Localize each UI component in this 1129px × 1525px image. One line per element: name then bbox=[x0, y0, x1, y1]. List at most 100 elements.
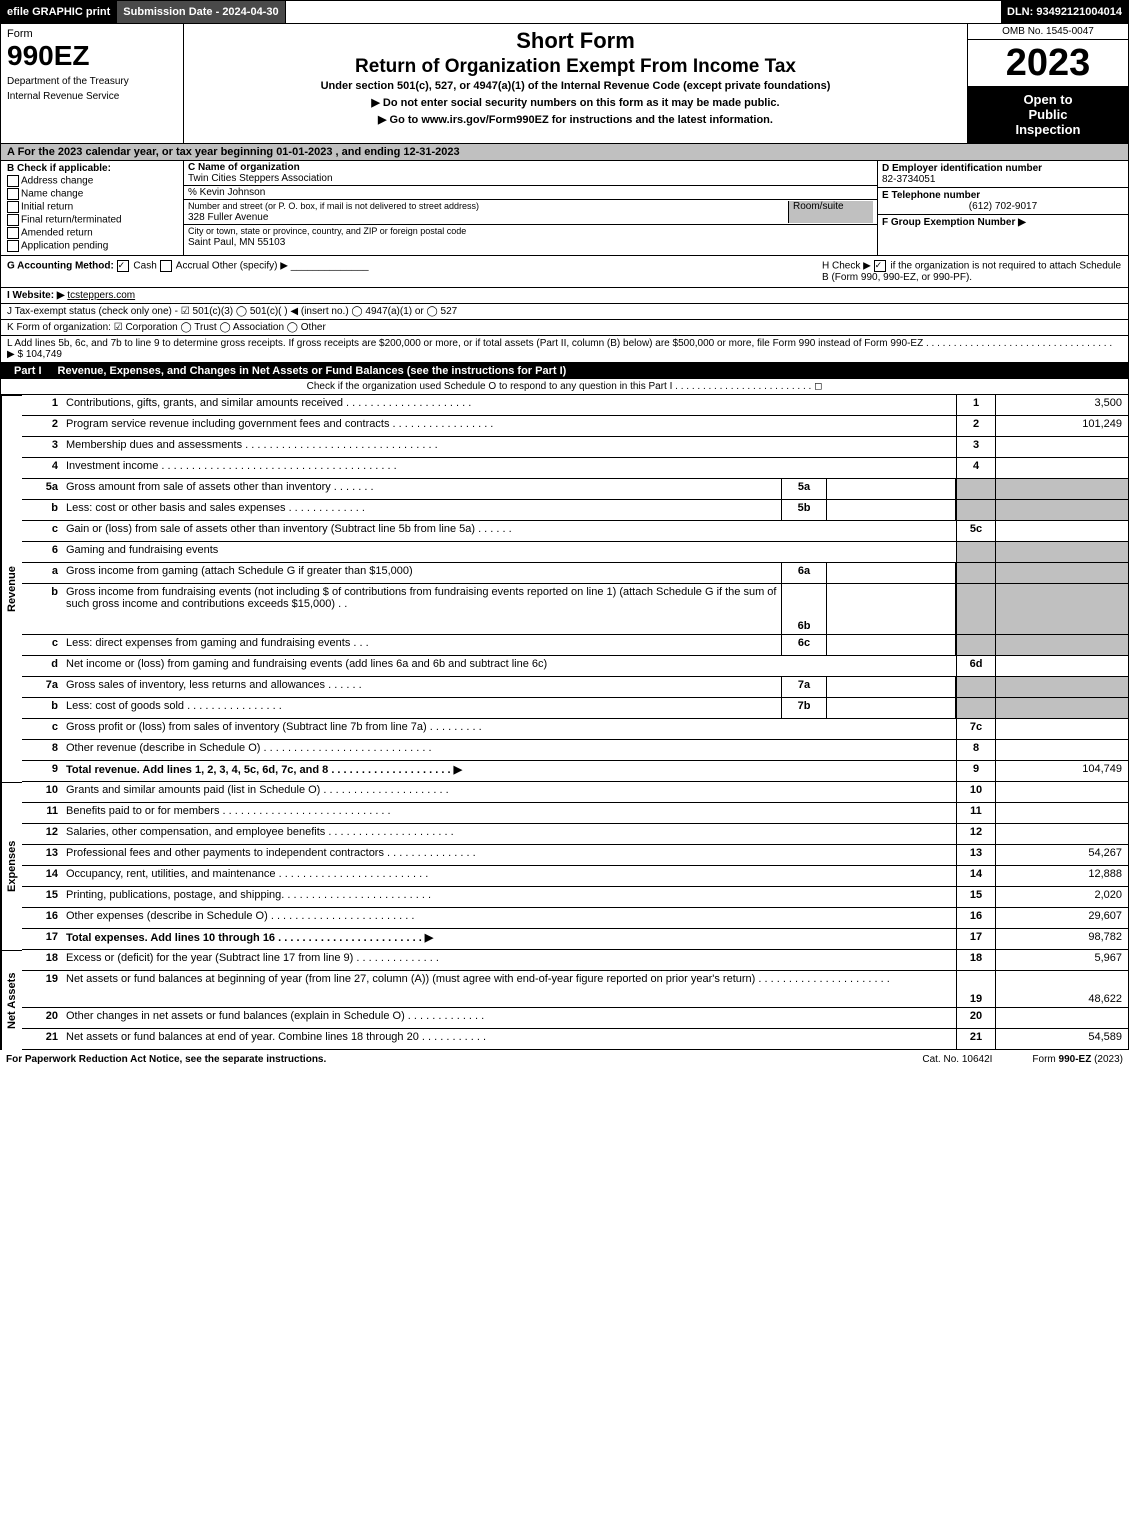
line-4: 4 Investment income . . . . . . . . . . … bbox=[22, 458, 1129, 479]
line-14: 14 Occupancy, rent, utilities, and maint… bbox=[22, 866, 1129, 887]
line-9: 9 Total revenue. Add lines 1, 2, 3, 4, 5… bbox=[22, 761, 1129, 782]
short-form-title: Short Form bbox=[190, 28, 961, 54]
line-16: 16 Other expenses (describe in Schedule … bbox=[22, 908, 1129, 929]
line-10: 10 Grants and similar amounts paid (list… bbox=[22, 782, 1129, 803]
gh-block: G Accounting Method: Cash Accrual Other … bbox=[0, 256, 1129, 288]
chk-cash[interactable] bbox=[117, 260, 129, 272]
val-7c bbox=[995, 719, 1128, 739]
val-13: 54,267 bbox=[995, 845, 1128, 865]
revenue-label: Revenue bbox=[1, 395, 22, 782]
h-text1: H Check ▶ bbox=[822, 261, 871, 272]
dept-treasury: Department of the Treasury bbox=[7, 76, 177, 87]
netassets-label: Net Assets bbox=[1, 950, 22, 1050]
val-21: 54,589 bbox=[995, 1029, 1128, 1049]
website-url[interactable]: tcsteppers.com bbox=[67, 290, 135, 301]
line-17: 17 Total expenses. Add lines 10 through … bbox=[22, 929, 1129, 950]
val-6d bbox=[995, 656, 1128, 676]
chk-accrual[interactable] bbox=[160, 260, 172, 272]
line-2: 2 Program service revenue including gove… bbox=[22, 416, 1129, 437]
under-section: Under section 501(c), 527, or 4947(a)(1)… bbox=[190, 80, 961, 92]
line-6b: b Gross income from fundraising events (… bbox=[22, 584, 1129, 635]
val-11 bbox=[995, 803, 1128, 823]
val-17: 98,782 bbox=[995, 929, 1128, 949]
line-6: 6 Gaming and fundraising events bbox=[22, 542, 1129, 563]
line-3: 3 Membership dues and assessments . . . … bbox=[22, 437, 1129, 458]
instr-ssn: ▶ Do not enter social security numbers o… bbox=[190, 96, 961, 109]
phone: (612) 702-9017 bbox=[882, 201, 1124, 212]
val-10 bbox=[995, 782, 1128, 802]
instr-goto[interactable]: ▶ Go to www.irs.gov/Form990EZ for instru… bbox=[190, 113, 961, 126]
line-7c: c Gross profit or (loss) from sales of i… bbox=[22, 719, 1129, 740]
part1-title: Revenue, Expenses, and Changes in Net As… bbox=[58, 365, 567, 377]
val-5c bbox=[995, 521, 1128, 541]
return-title: Return of Organization Exempt From Incom… bbox=[190, 56, 961, 78]
chk-final[interactable]: Final return/terminated bbox=[7, 214, 177, 226]
line-21: 21 Net assets or fund balances at end of… bbox=[22, 1029, 1129, 1050]
part1-subtext: Check if the organization used Schedule … bbox=[0, 379, 1129, 395]
line-20: 20 Other changes in net assets or fund b… bbox=[22, 1008, 1129, 1029]
care-of-row: % Kevin Johnson bbox=[184, 186, 877, 200]
cat-no: Cat. No. 10642I bbox=[922, 1054, 992, 1065]
i-label: I Website: ▶ bbox=[7, 290, 65, 301]
val-14: 12,888 bbox=[995, 866, 1128, 886]
k-form-org: K Form of organization: ☑ Corporation ◯ … bbox=[0, 320, 1129, 336]
city: Saint Paul, MN 55103 bbox=[188, 237, 285, 248]
part1-header: Part I Revenue, Expenses, and Changes in… bbox=[0, 363, 1129, 379]
open-to: Open to bbox=[974, 92, 1122, 107]
city-label: City or town, state or province, country… bbox=[188, 226, 466, 236]
page-footer: For Paperwork Reduction Act Notice, see … bbox=[0, 1050, 1129, 1069]
val-3 bbox=[995, 437, 1128, 457]
form-header: Form 990EZ Department of the Treasury In… bbox=[0, 24, 1129, 144]
d-label: D Employer identification number bbox=[882, 163, 1042, 174]
val-20 bbox=[995, 1008, 1128, 1028]
ein-row: D Employer identification number 82-3734… bbox=[878, 161, 1128, 188]
header-right: OMB No. 1545-0047 2023 Open to Public In… bbox=[967, 24, 1128, 143]
line-12: 12 Salaries, other compensation, and emp… bbox=[22, 824, 1129, 845]
g-accounting: G Accounting Method: Cash Accrual Other … bbox=[7, 260, 822, 283]
line-5a: 5a Gross amount from sale of assets othe… bbox=[22, 479, 1129, 500]
chk-amended[interactable]: Amended return bbox=[7, 227, 177, 239]
line-8: 8 Other revenue (describe in Schedule O)… bbox=[22, 740, 1129, 761]
chk-address[interactable]: Address change bbox=[7, 175, 177, 187]
val-16: 29,607 bbox=[995, 908, 1128, 928]
header-left: Form 990EZ Department of the Treasury In… bbox=[1, 24, 184, 143]
expenses-section: Expenses 10 Grants and similar amounts p… bbox=[0, 782, 1129, 950]
chk-pending[interactable]: Application pending bbox=[7, 240, 177, 252]
dln-label: DLN: 93492121004014 bbox=[1001, 1, 1128, 23]
line-1: 1 Contributions, gifts, grants, and simi… bbox=[22, 395, 1129, 416]
val-2: 101,249 bbox=[995, 416, 1128, 436]
line-6d: d Net income or (loss) from gaming and f… bbox=[22, 656, 1129, 677]
org-name: Twin Cities Steppers Association bbox=[188, 173, 333, 184]
e-label: E Telephone number bbox=[882, 190, 980, 201]
line-7b: b Less: cost of goods sold . . . . . . .… bbox=[22, 698, 1129, 719]
column-b: B Check if applicable: Address change Na… bbox=[1, 161, 184, 255]
line-13: 13 Professional fees and other payments … bbox=[22, 845, 1129, 866]
revenue-section: Revenue 1 Contributions, gifts, grants, … bbox=[0, 395, 1129, 782]
l-text: L Add lines 5b, 6c, and 7b to line 9 to … bbox=[7, 338, 1112, 360]
val-19: 48,622 bbox=[995, 971, 1128, 1007]
line-6a: a Gross income from gaming (attach Sched… bbox=[22, 563, 1129, 584]
public: Public bbox=[974, 107, 1122, 122]
open-public: Open to Public Inspection bbox=[968, 86, 1128, 143]
l-value: 104,749 bbox=[26, 349, 62, 360]
line-7a: 7a Gross sales of inventory, less return… bbox=[22, 677, 1129, 698]
org-name-row: C Name of organization Twin Cities Stepp… bbox=[184, 161, 877, 186]
chk-sched-b[interactable] bbox=[874, 260, 886, 272]
line-18: 18 Excess or (deficit) for the year (Sub… bbox=[22, 950, 1129, 971]
column-c: C Name of organization Twin Cities Stepp… bbox=[184, 161, 877, 255]
c-label: C Name of organization bbox=[188, 162, 300, 173]
val-1: 3,500 bbox=[995, 395, 1128, 415]
val-18: 5,967 bbox=[995, 950, 1128, 970]
chk-initial[interactable]: Initial return bbox=[7, 201, 177, 213]
h-schedule-b: H Check ▶ if the organization is not req… bbox=[822, 260, 1122, 283]
netassets-section: Net Assets 18 Excess or (deficit) for th… bbox=[0, 950, 1129, 1050]
paperwork-notice: For Paperwork Reduction Act Notice, see … bbox=[6, 1054, 326, 1065]
part1-num: Part I bbox=[6, 365, 50, 377]
efile-label[interactable]: efile GRAPHIC print bbox=[1, 1, 117, 23]
val-8 bbox=[995, 740, 1128, 760]
j-tax-exempt: J Tax-exempt status (check only one) - ☑… bbox=[0, 304, 1129, 320]
info-block: B Check if applicable: Address change Na… bbox=[0, 161, 1129, 256]
val-4 bbox=[995, 458, 1128, 478]
chk-name[interactable]: Name change bbox=[7, 188, 177, 200]
inspection: Inspection bbox=[974, 122, 1122, 137]
